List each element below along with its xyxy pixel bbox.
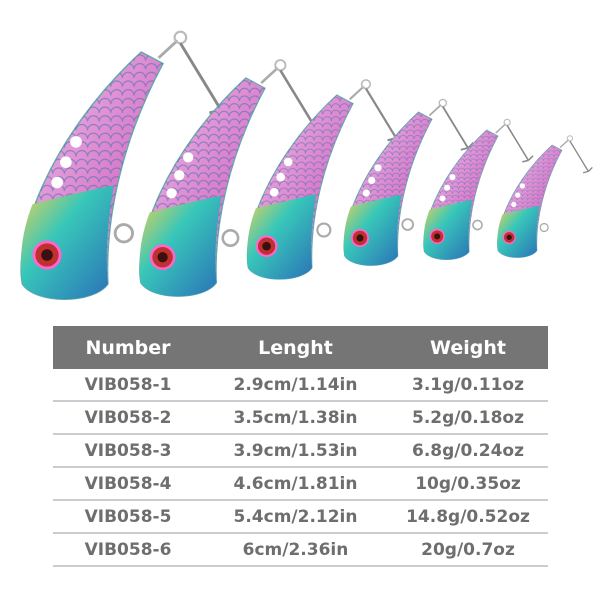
cell-number: VIB058-2 [53, 401, 203, 435]
cell-length: 4.6cm/1.81in [203, 467, 388, 501]
table-row: VIB058-5 5.4cm/2.12in 14.8g/0.52oz [53, 500, 548, 534]
table-row: VIB058-4 4.6cm/1.81in 10g/0.35oz [53, 467, 548, 501]
table-row: VIB058-2 3.5cm/1.38in 5.2g/0.18oz [53, 401, 548, 435]
cell-length: 3.5cm/1.38in [203, 401, 388, 435]
cell-weight: 14.8g/0.52oz [388, 500, 548, 534]
spec-table: Number Lenght Weight VIB058-1 2.9cm/1.14i… [53, 326, 548, 567]
cell-number: VIB058-4 [53, 467, 203, 501]
cell-weight: 5.2g/0.18oz [388, 401, 548, 435]
cell-number: VIB058-6 [53, 533, 203, 567]
cell-weight: 6.8g/0.24oz [388, 434, 548, 468]
cell-length: 3.9cm/1.53in [203, 434, 388, 468]
header-length: Lenght [203, 326, 388, 369]
cell-number: VIB058-3 [53, 434, 203, 468]
cell-weight: 10g/0.35oz [388, 467, 548, 501]
lures-product-image [19, 30, 594, 301]
cell-weight: 20g/0.7oz [388, 533, 548, 567]
cell-number: VIB058-1 [53, 369, 203, 402]
cell-weight: 3.1g/0.11oz [388, 369, 548, 402]
cell-length: 2.9cm/1.14in [203, 369, 388, 402]
table-header-row: Number Lenght Weight [53, 326, 548, 369]
cell-length: 6cm/2.36in [203, 533, 388, 567]
header-number: Number [53, 326, 203, 369]
table-row: VIB058-3 3.9cm/1.53in 6.8g/0.24oz [53, 434, 548, 468]
header-weight: Weight [388, 326, 548, 369]
table-row: VIB058-1 2.9cm/1.14in 3.1g/0.11oz [53, 369, 548, 402]
cell-number: VIB058-5 [53, 500, 203, 534]
lure-vib058-1 [496, 135, 594, 259]
cell-length: 5.4cm/2.12in [203, 500, 388, 534]
table-row: VIB058-6 6cm/2.36in 20g/0.7oz [53, 533, 548, 567]
